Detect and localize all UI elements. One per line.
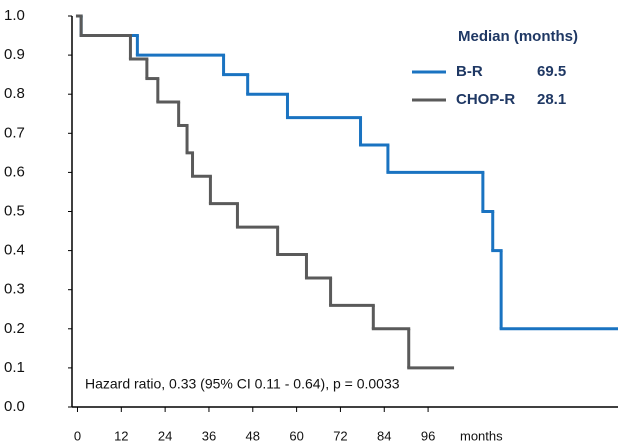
legend-median: 69.5	[537, 63, 566, 80]
x-tick-label: 0	[74, 428, 81, 443]
x-tick-label: 72	[333, 428, 347, 443]
legend-label: B-R	[456, 63, 483, 80]
y-tick-label: 1.0	[4, 7, 25, 24]
x-tick-label: 12	[114, 428, 128, 443]
y-tick-label: 0.1	[4, 359, 25, 376]
legend-title: Median (months)	[458, 28, 578, 45]
y-tick-label: 0.3	[4, 281, 25, 298]
y-tick-label: 0.6	[4, 163, 25, 180]
x-tick-label: 96	[421, 428, 435, 443]
y-tick-label: 0.0	[4, 398, 25, 415]
y-tick-label: 0.4	[4, 242, 25, 259]
y-tick-label: 0.2	[4, 320, 25, 337]
legend-median: 28.1	[537, 91, 566, 108]
x-tick-label: 84	[377, 428, 391, 443]
x-tick-label: 48	[246, 428, 260, 443]
y-tick-label: 0.5	[4, 202, 25, 219]
x-tick-label: 36	[202, 428, 216, 443]
x-axis-label: months	[460, 428, 503, 443]
y-tick-label: 0.9	[4, 46, 25, 63]
y-tick-label: 0.7	[4, 124, 25, 141]
y-tick-label: 0.8	[4, 85, 25, 102]
x-tick-label: 24	[158, 428, 172, 443]
x-tick-label: 60	[289, 428, 303, 443]
legend-label: CHOP-R	[456, 91, 515, 108]
annotation: Hazard ratio, 0.33 (95% CI 0.11 - 0.64),…	[85, 376, 400, 392]
